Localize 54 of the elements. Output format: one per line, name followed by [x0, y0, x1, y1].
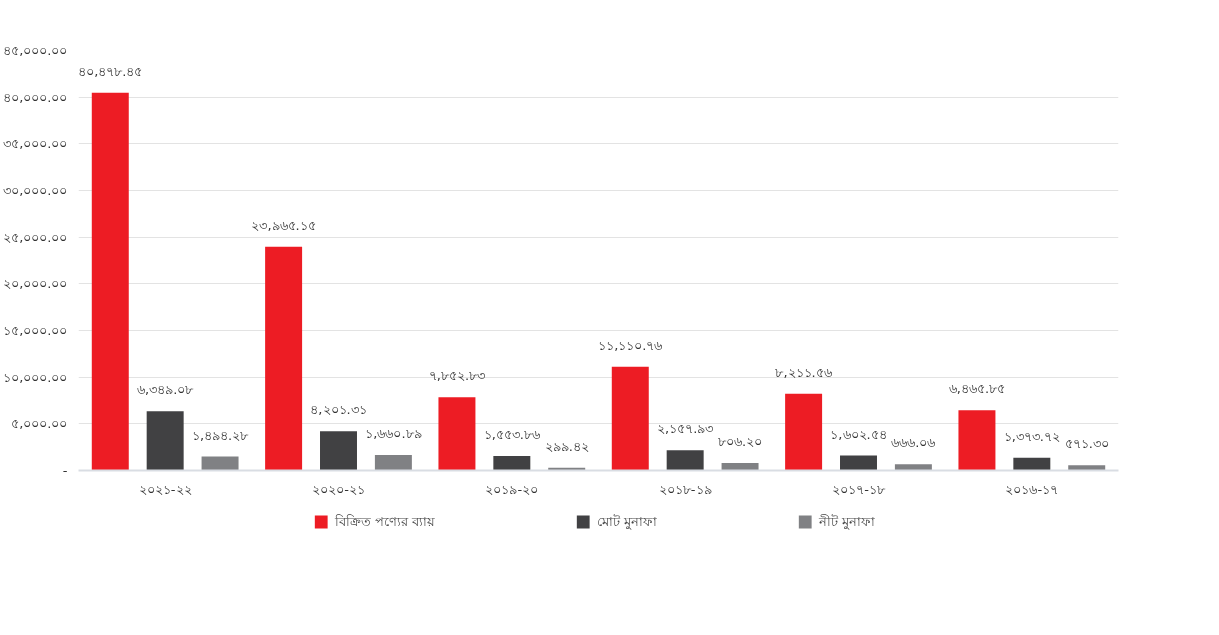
- data-label: ৬,৪৬৫.৮৫: [948, 381, 1006, 397]
- data-label: ৮০৬.২০: [717, 433, 763, 449]
- data-label: ১,৪৯৪.২৮: [191, 427, 250, 443]
- bar: [201, 456, 239, 471]
- legend-label: নীট মুনাফা: [819, 512, 876, 532]
- y-tick-label: ৫,০০০.০০: [11, 416, 68, 432]
- data-label: ২৯৯.৪২: [544, 438, 589, 454]
- legend-label: বিক্রিত পণ্যের ব্যায়: [334, 512, 435, 530]
- data-label: ১,৬০২.৫৪: [830, 426, 887, 442]
- data-label: ৭,৮৫২.৮৩: [428, 368, 486, 384]
- y-tick-label: ৩৫,০০০.০০: [3, 136, 68, 152]
- data-label: ২৩,৯৬৫.১৫: [251, 217, 316, 233]
- y-tick-label: ৪০,০০০.০০: [3, 89, 68, 105]
- y-tick-label: ১৫,০০০.০০: [3, 323, 68, 338]
- data-label: ৮,২১১.৫৬: [775, 364, 833, 380]
- bar: [894, 464, 932, 471]
- bar: [493, 456, 531, 471]
- y-tick-label: ১০,০০০.০০: [3, 369, 68, 385]
- y-tick-label: ২০,০০০.০০: [3, 276, 68, 292]
- data-label: ৬৬৬.০৬: [891, 435, 937, 451]
- x-tick-label: ২০১৮-১৯: [658, 481, 712, 497]
- data-label: ১,৩৭৩.৭২: [1003, 428, 1060, 444]
- bar: [265, 246, 303, 471]
- y-tick-label: ৪৫,০০০.০০: [3, 43, 68, 58]
- bar: [320, 431, 357, 471]
- x-tick-label: ২০১৯-২০: [485, 481, 539, 497]
- bar: [91, 92, 129, 471]
- bar: [1068, 465, 1106, 471]
- bar: [666, 450, 704, 471]
- data-label: ১,৫৫৩.৮৬: [483, 427, 541, 442]
- data-label: ৪,২০১.৩১: [310, 402, 367, 418]
- data-label: ৫৭১.৩০: [1064, 436, 1109, 452]
- bar: [958, 410, 996, 471]
- bar: [438, 397, 476, 471]
- y-tick-label: ২৫,০০০.০০: [3, 229, 68, 245]
- bar: [1013, 457, 1051, 471]
- legend-label: মোট মুনাফা: [596, 512, 658, 532]
- data-label: ৪০,৪৭৮.৪৫: [78, 63, 143, 79]
- data-label: ১১,১১০.৭৬: [598, 337, 664, 353]
- y-tick-label: -: [62, 463, 68, 478]
- x-tick-label: ২০২১-২২: [138, 481, 192, 497]
- bar: [611, 366, 649, 471]
- x-tick-label: ২০১৭-১৮: [832, 481, 886, 497]
- bar: [146, 411, 184, 471]
- y-tick-label: ৩০,০০০.০০: [3, 183, 68, 198]
- data-label: ১,৬৬০.৮৯: [365, 426, 422, 441]
- bar: [840, 455, 877, 471]
- x-tick-label: ২০১৬-১৭: [1005, 481, 1059, 497]
- bar: [374, 455, 412, 471]
- bar: [721, 462, 759, 471]
- data-label: ২,১৫৭.৯৩: [657, 421, 714, 437]
- bar: [785, 393, 823, 471]
- data-label: ৬,৩৪৯.০৮: [137, 382, 195, 398]
- x-tick-label: ২০২০-২১: [312, 481, 365, 497]
